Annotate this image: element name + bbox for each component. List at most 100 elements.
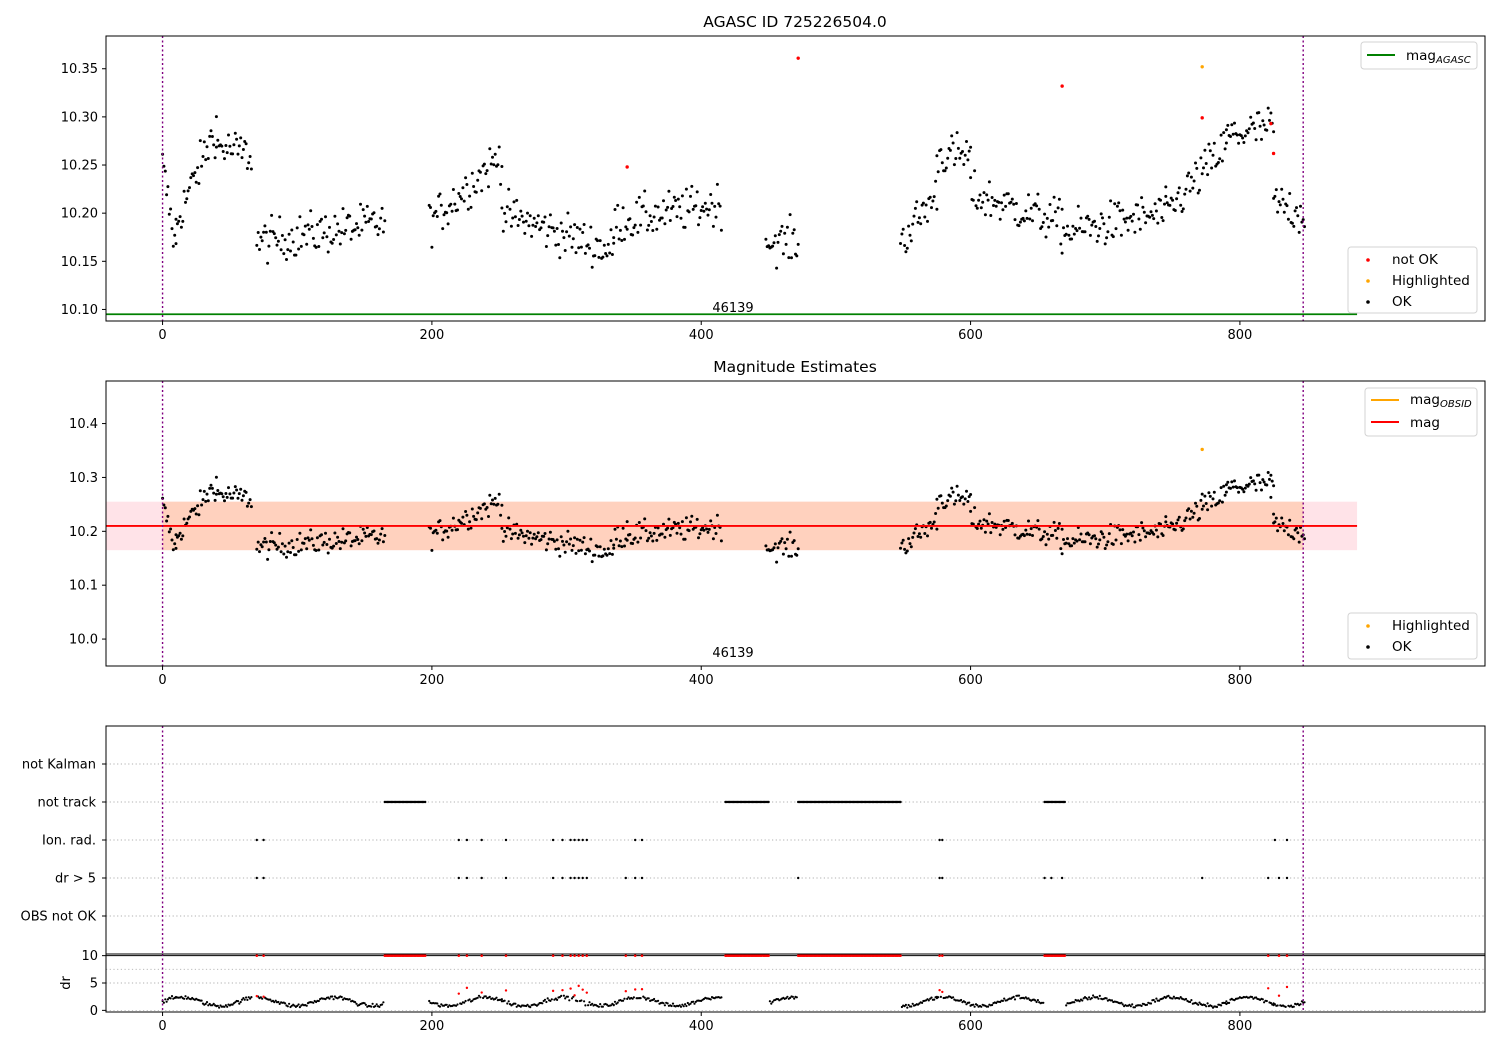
ok-point: [1072, 541, 1076, 545]
flag-point: [551, 838, 555, 842]
dr-point: [587, 1004, 590, 1007]
ok-point: [565, 230, 569, 234]
ok-point: [330, 241, 334, 245]
ok-point: [998, 533, 1002, 537]
dr-high-point: [640, 988, 644, 991]
ok-point: [985, 193, 989, 197]
ok-point: [1249, 476, 1253, 480]
ok-point: [345, 216, 349, 220]
ok-point: [523, 231, 527, 235]
ok-point: [620, 239, 624, 242]
ok-point: [643, 517, 647, 521]
ok-point: [451, 516, 455, 520]
legend-ok-label-2: OK: [1392, 639, 1413, 655]
dr-point: [1189, 1000, 1192, 1004]
dr-point: [964, 1001, 967, 1004]
ok-point: [1140, 196, 1144, 200]
ok-point: [613, 208, 617, 211]
ok-point: [453, 202, 457, 206]
ok-point: [294, 253, 298, 257]
ok-point: [900, 232, 904, 236]
ok-point: [375, 224, 379, 228]
ok-point: [557, 243, 560, 246]
ok-point: [445, 529, 449, 533]
dr-point: [187, 996, 190, 999]
magnitude-estimates-title: Magnitude Estimates: [713, 358, 877, 376]
dr-point: [681, 1003, 684, 1006]
ok-point: [628, 217, 632, 221]
ok-point: [1136, 203, 1140, 207]
ok-point: [500, 526, 504, 530]
dr-point: [381, 1003, 384, 1006]
ok-point: [484, 172, 488, 176]
ok-point: [450, 528, 454, 532]
ok-point: [247, 161, 251, 165]
ok-point: [609, 539, 613, 543]
ok-point: [1230, 123, 1234, 127]
ok-point: [1210, 166, 1214, 170]
ok-point: [489, 502, 493, 506]
ok-point: [240, 498, 244, 502]
ok-point: [487, 515, 490, 518]
ok-point: [1002, 519, 1006, 523]
ok-point: [205, 492, 209, 496]
ok-point: [192, 174, 195, 178]
ok-point: [338, 242, 342, 246]
dr-capped-point: [262, 954, 265, 957]
dr-high-point: [1277, 994, 1281, 997]
dr-point: [580, 999, 583, 1002]
dr-point: [670, 1004, 673, 1008]
ok-point: [790, 256, 793, 260]
ok-point: [983, 213, 987, 217]
ok-point: [935, 154, 939, 158]
ok-point: [636, 230, 640, 234]
ok-point: [1187, 171, 1191, 175]
dr-capped-point: [569, 954, 572, 957]
dr-point: [1154, 1000, 1157, 1003]
ok-point: [260, 239, 264, 243]
ok-point: [784, 242, 788, 246]
dr-point: [479, 996, 482, 999]
ok-point: [1216, 501, 1220, 505]
ok-point: [1060, 527, 1064, 531]
dr-point: [584, 1004, 587, 1007]
ok-point: [1064, 541, 1068, 545]
ok-point: [939, 494, 943, 498]
ok-point: [163, 506, 167, 510]
ok-point: [614, 537, 618, 541]
ok-point: [365, 204, 369, 208]
dr-point: [1035, 1000, 1038, 1004]
ok-point: [637, 521, 641, 524]
dr-capped-point: [899, 954, 902, 957]
ok-point: [546, 234, 550, 238]
ok-point: [1014, 202, 1018, 205]
ok-point: [689, 520, 692, 524]
ok-point: [289, 551, 292, 554]
ok-point: [383, 534, 387, 537]
ok-point: [244, 490, 248, 494]
dr-point: [1034, 999, 1037, 1002]
ok-point: [554, 243, 558, 247]
ok-point: [303, 224, 307, 228]
ok-point: [989, 531, 993, 535]
ok-point: [689, 194, 692, 198]
ok-point: [965, 489, 968, 493]
ok-point: [618, 539, 622, 543]
ok-point: [901, 227, 905, 231]
ok-point: [979, 206, 983, 210]
ok-point: [434, 528, 438, 532]
dr-point: [164, 998, 167, 1001]
ok-point: [501, 539, 505, 543]
dr-point: [1276, 1004, 1279, 1007]
ok-point: [672, 195, 676, 199]
ok-point: [583, 552, 587, 556]
dr-point: [1017, 994, 1021, 997]
ok-point: [223, 499, 226, 503]
ok-point: [197, 182, 201, 185]
ok-point: [581, 540, 585, 544]
dr-capped-point: [423, 954, 427, 957]
ok-point: [1173, 528, 1177, 532]
ok-point: [1272, 484, 1276, 488]
ok-point: [577, 549, 581, 553]
ok-point: [1036, 519, 1040, 523]
